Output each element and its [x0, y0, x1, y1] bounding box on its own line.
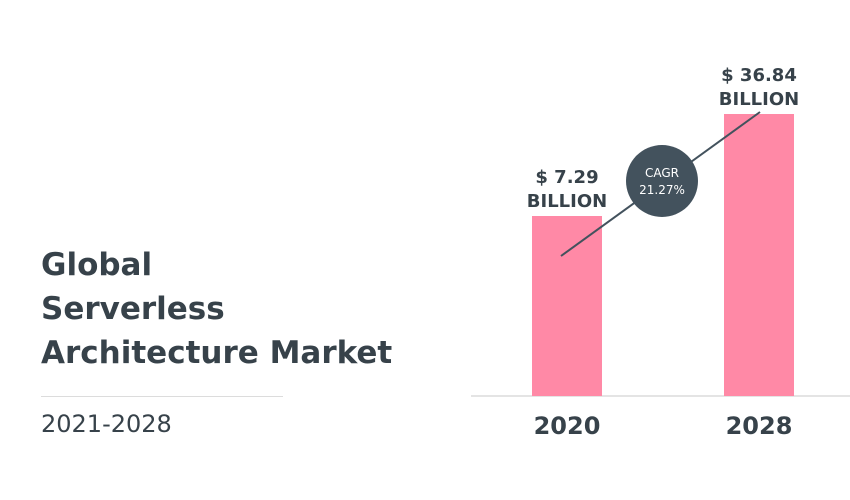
title-divider	[41, 396, 283, 397]
data-label-2020-line-2: BILLION	[527, 191, 607, 212]
x-tick-label-2028: 2028	[726, 412, 793, 440]
chart-title: Global Serverless Architecture Market	[41, 243, 461, 375]
bar-2020	[532, 216, 602, 396]
title-line-3: Architecture Market	[41, 335, 393, 371]
title-line-2: Serverless	[41, 291, 225, 327]
title-line-1: Global	[41, 247, 153, 283]
data-label-2028-line-2: BILLION	[719, 89, 799, 110]
cagr-label: CAGR	[645, 166, 679, 180]
bar-2028	[724, 114, 794, 396]
cagr-value: 21.27%	[639, 183, 685, 197]
x-tick-label-2020: 2020	[534, 412, 601, 440]
data-label-2020-line-1: $ 7.29	[535, 167, 598, 188]
forecast-period: 2021-2028	[41, 410, 172, 438]
cagr-badge	[626, 145, 698, 217]
data-label-2028-line-1: $ 36.84	[721, 65, 797, 86]
